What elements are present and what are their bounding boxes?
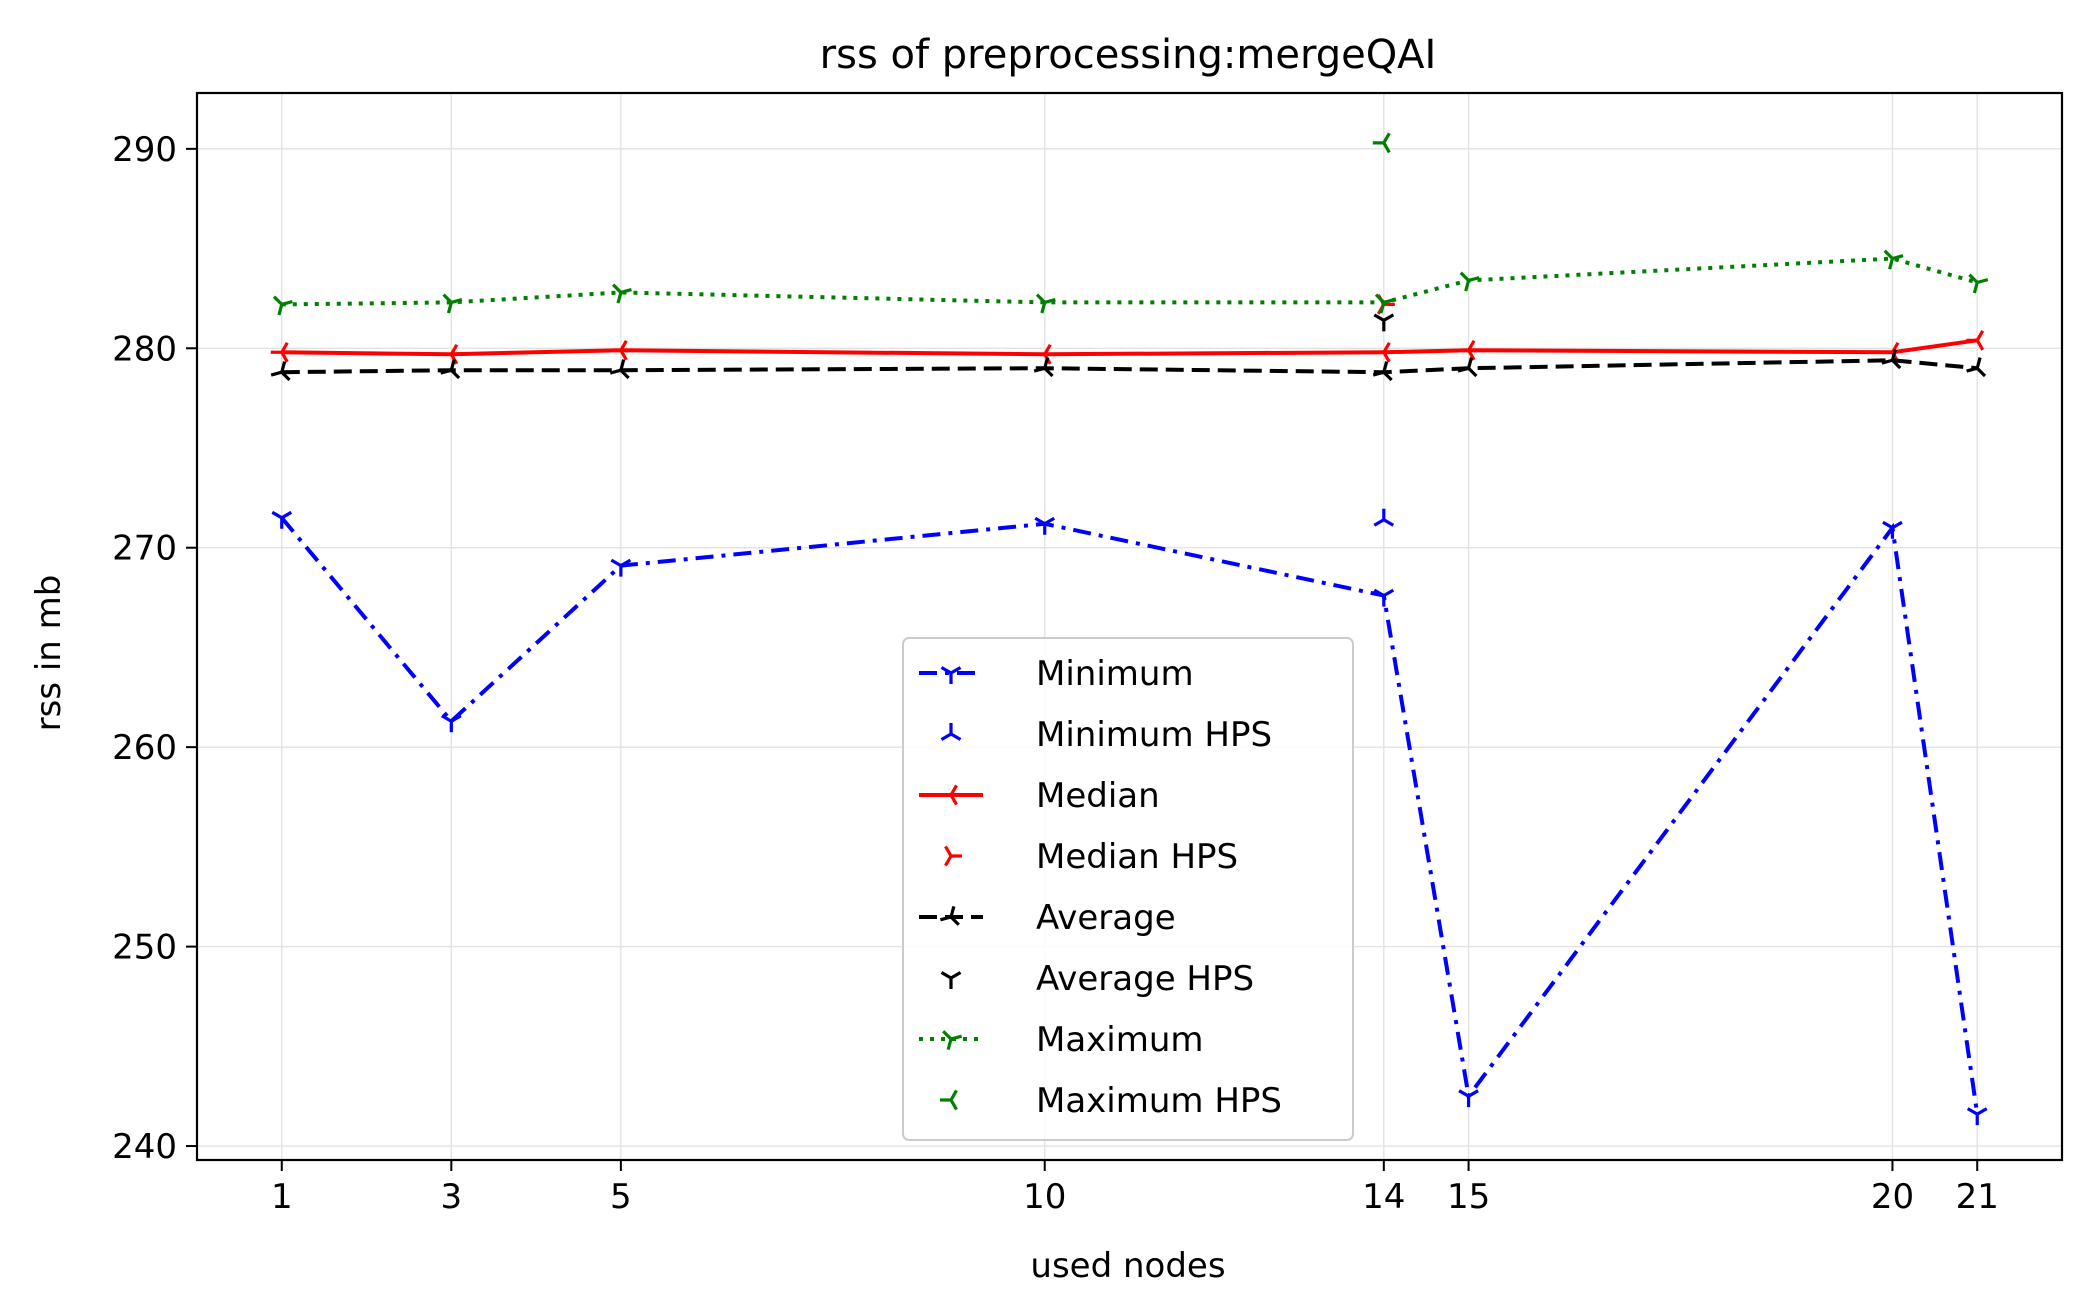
data-point-average	[1966, 357, 1987, 378]
y-tick-label: 290	[112, 130, 177, 170]
data-point-maximum	[1374, 293, 1395, 314]
y-tick-label: 260	[112, 728, 177, 768]
data-point-maximum	[611, 283, 632, 304]
x-tick-label: 15	[1447, 1177, 1490, 1217]
legend-marker-median-hps	[944, 845, 962, 867]
x-tick-label: 5	[610, 1177, 632, 1217]
x-axis-label: used nodes	[1030, 1246, 1225, 1286]
legend-label-maximum: Maximum	[1036, 1020, 1204, 1060]
data-point-minimum	[1966, 1107, 1988, 1126]
data-point-maximum	[272, 295, 293, 316]
x-tick-label: 10	[1023, 1177, 1066, 1217]
data-point-average	[440, 359, 461, 380]
data-point-minimum	[271, 510, 293, 529]
data-point-minimum	[1373, 588, 1395, 607]
data-point-maximum	[1459, 271, 1480, 292]
y-tick-label: 240	[112, 1127, 177, 1167]
legend-marker-maximum-hps	[940, 1089, 958, 1111]
x-tick-label: 21	[1956, 1177, 1999, 1217]
series-line-median	[281, 338, 1978, 357]
data-point-minimum	[1882, 520, 1903, 539]
data-point-average	[1372, 361, 1393, 382]
legend-label-minimum-hps: Minimum HPS	[1036, 715, 1272, 755]
data-point-average	[609, 359, 630, 380]
data-point-median	[609, 339, 628, 361]
legend-label-minimum: Minimum	[1036, 654, 1194, 694]
data-point-minimum	[440, 714, 462, 733]
data-point-median	[440, 343, 459, 365]
series-minimum-hps	[1373, 508, 1395, 527]
legend-label-average: Average	[1036, 898, 1176, 938]
legend: Minimum Minimum HPS Median Median HPS Averag…	[902, 637, 1354, 1141]
legend-label-median-hps: Median HPS	[1036, 837, 1238, 877]
plot-frame	[195, 91, 2064, 1162]
data-point-average-hps	[1373, 313, 1395, 332]
legend-marker-minimum-hps	[940, 723, 962, 741]
data-point-median	[270, 341, 289, 363]
data-point-minimum	[1458, 1089, 1479, 1108]
data-point-minimum	[610, 558, 632, 577]
data-point-maximum	[1035, 293, 1056, 314]
data-point-maximum-hps	[1372, 132, 1391, 154]
x-axis: 1 3 5 10 14 15 20 21	[271, 1160, 1999, 1217]
y-tick-label: 280	[112, 329, 177, 369]
x-tick-label: 20	[1871, 1177, 1914, 1217]
data-point-average	[1457, 357, 1478, 378]
data-point-median	[1457, 339, 1476, 361]
legend-label-maximum-hps: Maximum HPS	[1036, 1081, 1282, 1121]
y-tick-label: 270	[112, 529, 177, 569]
series-maximum-hps	[1372, 132, 1391, 154]
legend-label-median: Median	[1036, 776, 1160, 816]
legend-marker-average	[939, 905, 960, 926]
chart-title: rss of preprocessing:mergeQAI	[820, 32, 1437, 78]
x-tick-label: 1	[271, 1177, 293, 1217]
series-line-average	[281, 358, 1978, 375]
x-tick-label: 14	[1362, 1177, 1405, 1217]
series-line-minimum	[280, 516, 1980, 1115]
data-point-average	[270, 361, 291, 382]
data-point-maximum	[1883, 249, 1904, 270]
data-point-minimum	[1034, 516, 1056, 535]
legend-label-average-hps: Average HPS	[1036, 959, 1254, 999]
data-point-average	[1033, 357, 1054, 378]
series-maximum	[272, 249, 1989, 316]
series-minimum	[271, 510, 1988, 1126]
series-average	[270, 349, 1987, 382]
data-point-maximum	[442, 293, 463, 314]
x-tick-label: 3	[440, 1177, 462, 1217]
legend-marker-minimum	[940, 666, 962, 684]
data-point-minimum-hps	[1373, 508, 1395, 527]
series-median	[270, 329, 1985, 365]
legend-marker-maximum	[942, 1030, 963, 1051]
series-average-hps	[1373, 313, 1395, 332]
y-axis: 240 250 260 270 280 290	[112, 130, 197, 1167]
legend-box	[902, 637, 1354, 1141]
data-point-median	[1372, 341, 1391, 363]
series-layer	[270, 132, 1989, 1126]
data-point-median	[1966, 329, 1985, 351]
legend-marker-average-hps	[940, 971, 962, 989]
y-tick-label: 250	[112, 928, 177, 968]
y-axis-label: rss in mb	[29, 575, 69, 732]
data-point-average	[1881, 349, 1902, 370]
legend-marker-median	[940, 784, 958, 806]
data-point-maximum	[1968, 273, 1989, 294]
series-line-maximum	[281, 256, 1978, 307]
